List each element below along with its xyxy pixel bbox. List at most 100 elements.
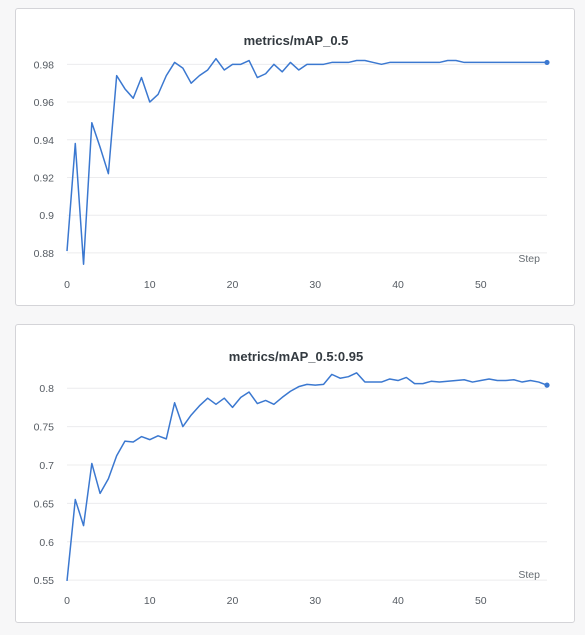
data-point (173, 402, 175, 404)
x-axis-label: Step (518, 253, 540, 265)
x-tick-label: 40 (392, 279, 404, 291)
data-point (256, 76, 258, 78)
data-point (264, 399, 266, 401)
y-tick-label: 0.75 (34, 422, 55, 434)
data-point (496, 61, 498, 63)
data-point (397, 379, 399, 381)
data-point (248, 391, 250, 393)
y-tick-label: 0.6 (39, 537, 54, 549)
y-tick-label: 0.7 (39, 460, 54, 472)
y-tick-label: 0.92 (34, 172, 55, 184)
chart-title: metrics/mAP_0.5:0.95 (229, 349, 363, 364)
data-point (215, 57, 217, 59)
x-tick-label: 10 (144, 279, 156, 291)
data-point (355, 59, 357, 61)
data-point (223, 69, 225, 71)
data-point (364, 59, 366, 61)
data-point (471, 61, 473, 63)
data-point (471, 381, 473, 383)
data-point (223, 397, 225, 399)
data-point (513, 379, 515, 381)
data-point (446, 380, 448, 382)
chart-map-0-5-0-95: metrics/mAP_0.5:0.95 0.550.60.650.70.750… (34, 349, 550, 607)
chart-map-0-5: metrics/mAP_0.5 0.880.90.920.940.960.98 … (34, 33, 550, 291)
data-point (504, 379, 506, 381)
data-point (264, 73, 266, 75)
data-point (430, 380, 432, 382)
data-point (496, 379, 498, 381)
data-point (331, 61, 333, 63)
x-tick-label: 20 (227, 279, 239, 291)
data-point (99, 146, 101, 148)
data-point (273, 63, 275, 65)
x-tick-label: 20 (227, 595, 239, 607)
y-tick-label: 0.98 (34, 59, 55, 71)
data-point (165, 438, 167, 440)
y-tick-label: 0.96 (34, 97, 55, 109)
data-point (281, 396, 283, 398)
grid (67, 387, 547, 581)
data-point (380, 63, 382, 65)
x-tick-label: 0 (64, 279, 70, 291)
y-axis: 0.55 0.6 0.65 0.7 0.75 0.8 (34, 383, 55, 587)
data-point (132, 97, 134, 99)
chart-panel-map-0-5-0-95: metrics/mAP_0.5:0.95 0.55 0.6 0.65 0.7 0.75 0… (15, 324, 575, 623)
data-point (91, 122, 93, 124)
data-point (157, 435, 159, 437)
chart-title: metrics/mAP_0.5 (244, 33, 349, 48)
data-point (347, 375, 349, 377)
data-point (430, 61, 432, 63)
data-point (115, 455, 117, 457)
data-point (190, 82, 192, 84)
data-point (91, 462, 93, 464)
data-point (331, 373, 333, 375)
data-point (529, 61, 531, 63)
data-point (405, 376, 407, 378)
data-point (355, 372, 357, 374)
data-point (231, 406, 233, 408)
data-point (182, 425, 184, 427)
data-point (107, 478, 109, 480)
data-point (513, 61, 515, 63)
data-point (504, 61, 506, 63)
data-point (289, 390, 291, 392)
data-point (405, 61, 407, 63)
grid (67, 63, 547, 254)
x-tick-label: 50 (475, 279, 487, 291)
y-tick-label: 0.94 (34, 135, 55, 147)
y-axis: 0.88 0.9 0.92 0.94 0.96 0.98 (34, 59, 55, 260)
data-point (488, 61, 490, 63)
data-point (157, 93, 159, 95)
data-point (149, 438, 151, 440)
data-point (422, 382, 424, 384)
data-point (322, 63, 324, 65)
data-point (206, 397, 208, 399)
data-point (298, 69, 300, 71)
data-point (240, 396, 242, 398)
data-point (372, 381, 374, 383)
data-point (538, 381, 540, 383)
data-point (480, 379, 482, 381)
data-point (82, 524, 84, 526)
data-point (463, 61, 465, 63)
data-point (314, 384, 316, 386)
series (66, 372, 550, 582)
data-point (521, 381, 523, 383)
data-point (74, 498, 76, 500)
data-point (446, 59, 448, 61)
data-point (99, 492, 101, 494)
data-point (198, 405, 200, 407)
y-tick-label: 0.88 (34, 248, 55, 260)
x-tick-label: 50 (475, 595, 487, 607)
data-point (273, 403, 275, 405)
data-point (413, 382, 415, 384)
data-point (124, 440, 126, 442)
x-tick-label: 30 (309, 279, 321, 291)
data-point (413, 61, 415, 63)
data-point (389, 378, 391, 380)
data-point (248, 59, 250, 61)
data-point (422, 61, 424, 63)
data-point (182, 67, 184, 69)
series-end-point (544, 59, 550, 66)
data-point (306, 383, 308, 385)
